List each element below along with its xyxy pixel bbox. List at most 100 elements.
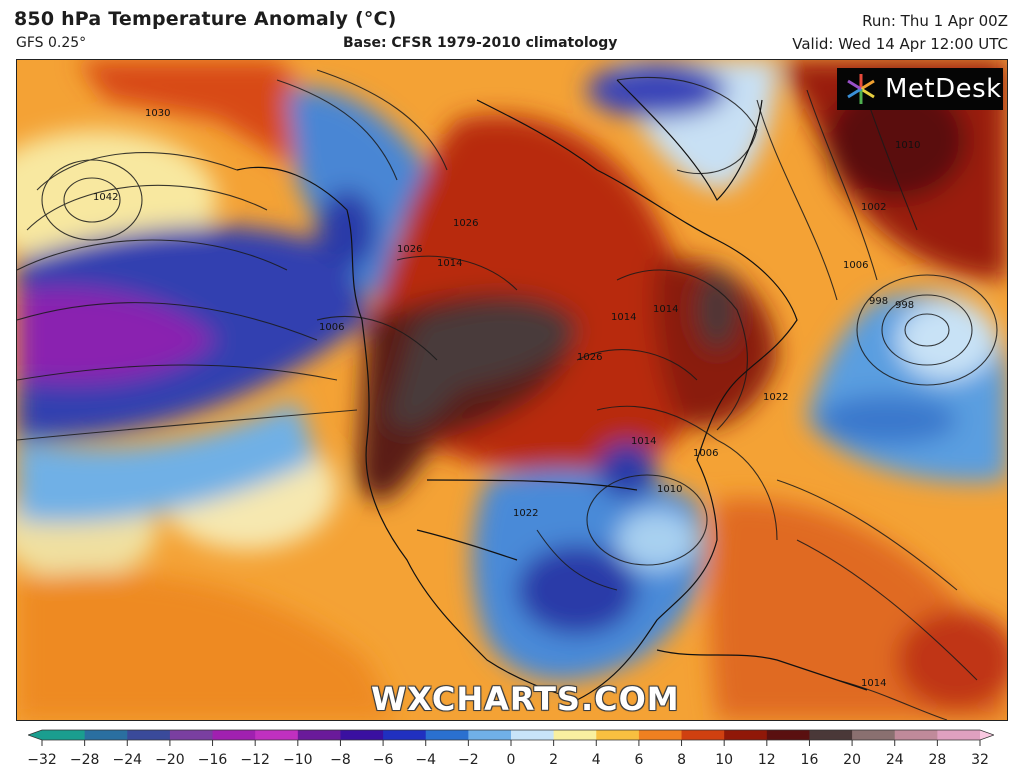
colorbar: −32 −28 −24 −20 −16 −12 −10 −8 −6 −4 −2 0 2 4 6 8 10 12 16… <box>28 728 994 778</box>
coastlines <box>236 79 868 701</box>
metdesk-star-icon <box>847 74 875 104</box>
isobar-line <box>17 409 358 441</box>
border-us-canada <box>426 479 638 491</box>
valid-time-label: Valid: Wed 14 Apr 12:00 UTC <box>792 35 1008 53</box>
coastline-greenland <box>616 79 763 202</box>
colorbar-swatch <box>894 730 938 740</box>
isobar-label: 1026 <box>453 218 478 229</box>
colorbar-swatch <box>511 730 555 740</box>
colorbar-tick-label: −10 <box>283 752 313 768</box>
isobar-line <box>36 152 238 191</box>
anomaly-map-canvas: 1030 1042 1006 1026 1014 1026 1014 1014 1022 1006… <box>17 60 1007 720</box>
isobar-low-atlantic-inner <box>881 294 973 366</box>
colorbar-swatch <box>724 730 768 740</box>
metdesk-logo-text: MetDesk <box>885 74 1002 104</box>
isobar-label: 998 <box>869 296 888 307</box>
colorbar-canvas: −32 −28 −24 −20 −16 −12 −10 −8 −6 −4 −2 0 2 4 6 8 10 12 16… <box>28 729 994 768</box>
isobar-line <box>316 69 448 171</box>
colorbar-swatch <box>766 730 810 740</box>
isobar-labels: 1030 1042 1006 1026 1014 1026 1014 1014 1022 1006… <box>93 108 920 689</box>
cold-core-bc <box>317 190 377 270</box>
isobar-label: 1030 <box>145 108 170 119</box>
isobar-label: 1022 <box>513 508 538 519</box>
isobar-label: 1006 <box>843 260 868 271</box>
colorbar-swatch <box>84 730 128 740</box>
wxcharts-watermark: WXCHARTS.COM <box>371 680 680 718</box>
colorbar-swatch <box>852 730 896 740</box>
coastline-east <box>476 99 798 701</box>
isobar-line <box>17 302 318 341</box>
colorbar-tick-label: −2 <box>458 752 479 768</box>
isobar-low-southeast <box>586 474 708 566</box>
colorbar-swatch <box>937 730 981 740</box>
isobar-low-atlantic-core <box>904 313 950 347</box>
colorbar-swatch <box>681 730 725 740</box>
colorbar-swatches <box>28 729 994 741</box>
colorbar-swatch <box>212 730 256 740</box>
cool-zone-southeast <box>617 510 697 570</box>
isobar-line <box>596 405 718 441</box>
colorbar-tick-label: −20 <box>155 752 185 768</box>
colorbar-swatch <box>340 730 384 740</box>
colorbar-swatch <box>42 730 86 740</box>
isobar-low-atlantic <box>856 274 998 386</box>
isobar-label: 1010 <box>895 140 920 151</box>
colorbar-swatch <box>425 730 469 740</box>
isobar-line <box>17 364 338 381</box>
colorbar-min-arrow <box>28 730 42 740</box>
isobar-label: 1006 <box>693 448 718 459</box>
colorbar-tick-label: −28 <box>70 752 100 768</box>
isobar-label: 1006 <box>319 322 344 333</box>
cold-core-baffin <box>587 62 727 118</box>
colorbar-tick-label: −6 <box>373 752 394 768</box>
isobar-line <box>17 239 288 271</box>
colorbar-tick-label: −16 <box>198 752 228 768</box>
cool-core-atlantic <box>897 300 997 380</box>
very-warm-core-atlantic <box>827 80 967 200</box>
colorbar-tick-label: −12 <box>240 752 270 768</box>
colorbar-tick-label: 24 <box>886 752 904 768</box>
colorbar-swatch <box>255 730 299 740</box>
colorbar-swatch <box>553 730 597 740</box>
isobar-label: 1026 <box>397 244 422 255</box>
isobar-line <box>26 184 268 231</box>
isobar-label: 998 <box>895 300 914 311</box>
isobar-line <box>796 539 978 681</box>
colorbar-max-arrow <box>980 730 994 740</box>
isobar-label: 1014 <box>653 304 678 315</box>
cool-zone-pacific <box>17 400 317 523</box>
colorbar-swatch <box>127 730 171 740</box>
isobar-line <box>536 529 618 591</box>
isobar-line <box>616 76 758 175</box>
colorbar-tick-label: −32 <box>28 752 57 768</box>
extreme-warm-core <box>387 302 577 429</box>
colorbar-tick-label: 12 <box>758 752 776 768</box>
isobar-label: 1002 <box>861 202 886 213</box>
colorbar-swatch <box>297 730 341 740</box>
climatology-base-label: Base: CFSR 1979-2010 climatology <box>343 35 618 51</box>
colorbar-ticks: −32 −28 −24 −20 −16 −12 −10 −8 −6 −4 −2 0 2 4 6 8 10 12 16… <box>28 740 989 768</box>
cold-core-gulf <box>517 545 637 635</box>
isobar-line <box>576 349 698 381</box>
colorbar-tick-label: 20 <box>843 752 861 768</box>
isobar-label: 1010 <box>657 484 682 495</box>
isobar-line <box>756 99 838 301</box>
isobar-contours <box>17 69 998 720</box>
colorbar-swatch <box>596 730 640 740</box>
warm-arc-north-pacific <box>77 60 347 180</box>
extreme-warm-labrador <box>697 270 737 350</box>
anomaly-map[interactable]: 1030 1042 1006 1026 1014 1026 1014 1014 1022 1006… <box>16 59 1008 721</box>
colorbar-swatch <box>169 730 214 740</box>
colorbar-tick-label: 2 <box>549 752 558 768</box>
colorbar-tick-label: 32 <box>971 752 989 768</box>
extreme-cold-pacific <box>17 287 217 384</box>
isobar-high-core <box>63 177 121 223</box>
map-title: 850 hPa Temperature Anomaly (°C) <box>14 8 397 30</box>
isobar-label: 1014 <box>437 258 462 269</box>
colorbar-tick-label: −8 <box>330 752 351 768</box>
colorbar-tick-label: 28 <box>928 752 946 768</box>
isobar-line <box>836 679 948 720</box>
isobar-line <box>616 269 748 431</box>
colorbar-tick-label: 6 <box>634 752 643 768</box>
metdesk-logo: MetDesk <box>837 68 1003 110</box>
